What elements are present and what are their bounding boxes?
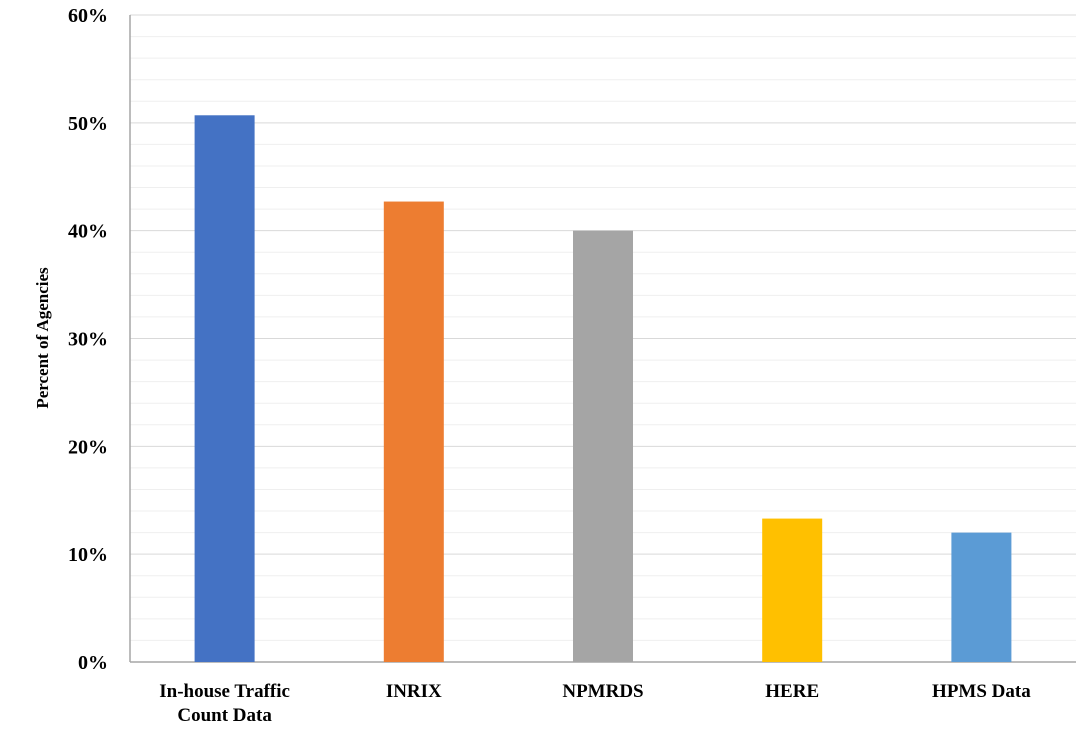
y-tick-label: 30% bbox=[68, 329, 108, 351]
y-tick-label: 10% bbox=[68, 544, 108, 566]
bar bbox=[384, 202, 444, 662]
x-tick-label: INRIX bbox=[386, 681, 442, 702]
bar bbox=[195, 115, 255, 662]
bars bbox=[195, 115, 1012, 662]
x-tick-label: HERE bbox=[765, 681, 819, 702]
bar bbox=[762, 519, 822, 662]
y-tick-labels: 0% 10% 20% 30% 40% 50% 60% bbox=[68, 5, 108, 674]
x-tick-label: HPMS Data bbox=[932, 681, 1031, 702]
y-tick-label: 60% bbox=[68, 5, 108, 27]
y-tick-label: 20% bbox=[68, 436, 108, 458]
x-tick-labels: In-house Traffic Count Data INRIX NPMRDS HER… bbox=[159, 681, 1031, 726]
y-tick-label: 50% bbox=[68, 113, 108, 135]
y-tick-label: 40% bbox=[68, 221, 108, 243]
y-axis-label: Percent of Agencies bbox=[33, 267, 52, 409]
x-tick-label: NPMRDS bbox=[562, 681, 643, 702]
bar bbox=[573, 231, 633, 662]
x-tick-label: In-house Traffic Count Data bbox=[159, 681, 290, 726]
bar bbox=[951, 533, 1011, 662]
y-tick-label: 0% bbox=[78, 652, 108, 674]
